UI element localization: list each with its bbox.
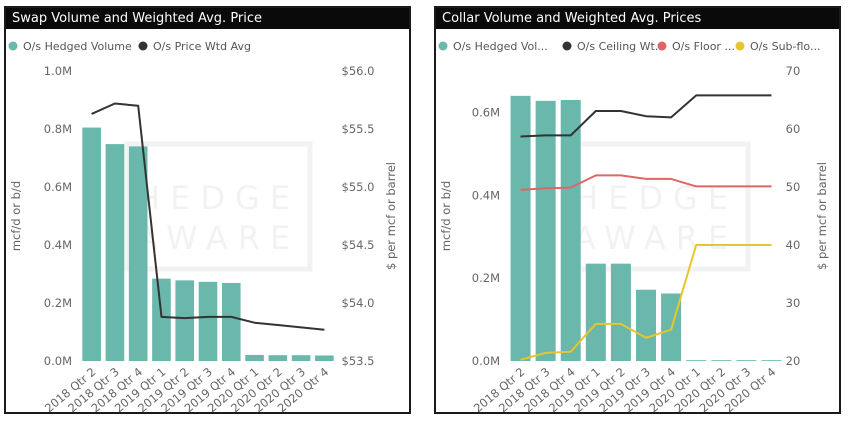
bar-10: [761, 360, 782, 361]
y2-tick-label-4: $55.5: [342, 122, 375, 136]
legend-label-2: O/s Floor ...: [672, 40, 735, 53]
y-axis-title: mcf/d or b/d: [439, 181, 453, 251]
legend-marker-2: [657, 41, 667, 51]
y2-tick-label-2: $54.5: [342, 238, 375, 252]
bar-0: [510, 95, 531, 361]
swap-chart-panel: Swap Volume and Weighted Avg. Price O/s …: [4, 6, 411, 414]
bar-6: [221, 282, 241, 361]
bar-1: [105, 144, 125, 361]
bar-4: [610, 263, 631, 361]
bar-8: [268, 355, 288, 361]
bar-10: [315, 355, 334, 361]
legend-label-0: O/s Hedged Vol...: [453, 40, 548, 53]
legend-label-1: O/s Ceiling Wt...: [577, 40, 665, 53]
y2-tick-label-0: 20: [786, 354, 801, 368]
bar-9: [291, 355, 311, 361]
y2-tick-label-4: 60: [786, 122, 801, 136]
y2-axis-title: $ per mcf or barrel: [384, 162, 398, 270]
y-tick-label-2: 0.4M: [44, 238, 72, 252]
y-axis-title: mcf/d or b/d: [9, 181, 23, 251]
line-series-2: [520, 244, 772, 361]
y-tick-label-5: 1.0M: [44, 64, 72, 78]
bar-0: [82, 127, 101, 361]
line-series-1: [520, 174, 772, 191]
legend-marker-1: [138, 41, 148, 51]
bar-8: [711, 360, 732, 361]
collar-chart: O/s Hedged Vol... O/s Ceiling Wt... O/s Fl…: [438, 40, 829, 412]
line-series-0: [520, 94, 772, 138]
bar-2: [128, 146, 148, 361]
watermark-line1: HEDGE: [574, 179, 738, 217]
y-tick-label-1: 0.2M: [472, 271, 500, 285]
bar-3: [152, 278, 171, 361]
bar-1: [535, 100, 556, 361]
line-series-0: [91, 102, 325, 331]
legend-marker-3: [735, 41, 745, 51]
watermark-line2: AWARE: [574, 219, 738, 257]
y-tick-label-3: 0.6M: [472, 105, 500, 119]
bar-2: [560, 100, 581, 361]
y2-tick-label-5: 70: [786, 64, 801, 78]
watermark-line1: HEDGE: [136, 179, 300, 217]
bar-7: [686, 360, 707, 361]
y-tick-label-1: 0.2M: [44, 296, 72, 310]
y2-tick-label-0: $53.5: [342, 354, 375, 368]
y2-axis-title: $ per mcf or barrel: [815, 162, 829, 270]
collar-chart-title: Collar Volume and Weighted Avg. Prices: [436, 8, 839, 29]
y2-tick-label-1: $54.0: [342, 296, 375, 310]
bar-4: [175, 280, 195, 361]
legend-label-3: O/s Sub-flo...: [750, 40, 820, 53]
bar-9: [736, 360, 757, 361]
legend-label-1: O/s Price Wtd Avg: [153, 40, 251, 53]
legend-label-0: O/s Hedged Volume: [23, 40, 132, 53]
bar-3: [585, 263, 606, 361]
legend-marker-0: [8, 41, 18, 51]
bar-5: [636, 289, 656, 361]
y2-tick-label-2: 40: [786, 238, 801, 252]
y-tick-label-4: 0.8M: [44, 122, 72, 136]
y2-tick-label-1: 30: [786, 296, 801, 310]
y2-tick-label-5: $56.0: [342, 64, 375, 78]
legend-marker-1: [562, 41, 572, 51]
y-tick-label-3: 0.6M: [44, 180, 72, 194]
y-tick-label-2: 0.4M: [472, 188, 500, 202]
bar-5: [198, 281, 218, 361]
swap-chart: O/s Hedged Volume O/s Price Wtd Avg HEDGEA…: [8, 40, 398, 412]
y2-tick-label-3: $55.0: [342, 180, 375, 194]
collar-chart-panel: Collar Volume and Weighted Avg. Prices O…: [434, 6, 841, 414]
watermark-frame: [123, 141, 313, 272]
y2-tick-label-3: 50: [786, 180, 801, 194]
swap-chart-title: Swap Volume and Weighted Avg. Price: [6, 8, 409, 29]
legend-marker-0: [438, 41, 448, 51]
y-tick-label-0: 0.0M: [44, 354, 72, 368]
watermark-line2: AWARE: [136, 219, 300, 257]
bar-7: [245, 354, 264, 361]
y-tick-label-0: 0.0M: [472, 354, 500, 368]
